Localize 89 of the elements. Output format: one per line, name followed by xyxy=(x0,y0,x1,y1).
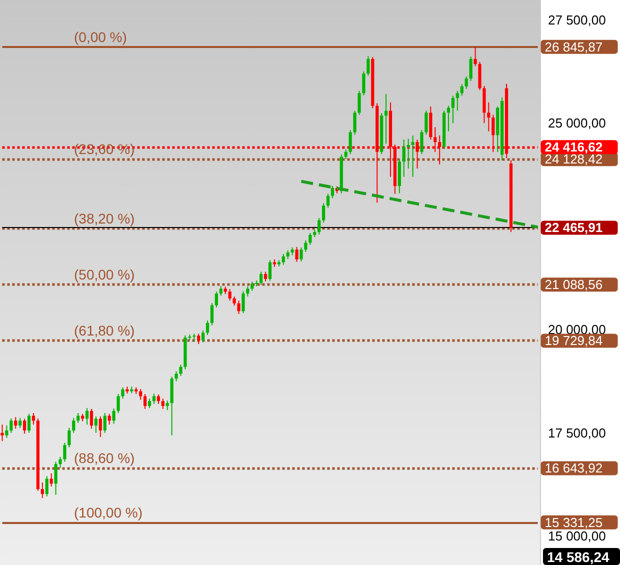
candlestick xyxy=(469,56,472,82)
candlestick xyxy=(318,218,321,236)
candlestick xyxy=(300,246,303,262)
candlestick xyxy=(246,286,250,298)
candlestick xyxy=(152,393,156,404)
y-tick-label: 17 500,00 xyxy=(548,425,606,440)
ref-line-label: 19 729,84 xyxy=(544,333,603,348)
candlestick xyxy=(143,394,147,410)
candlestick xyxy=(219,286,222,296)
candlestick xyxy=(406,138,410,170)
candlestick xyxy=(451,95,455,124)
annotation: (100,00 %) xyxy=(74,504,142,520)
candlestick xyxy=(156,394,160,404)
candlestick xyxy=(112,408,116,424)
annotation: (38,20 %) xyxy=(74,210,135,227)
candlestick xyxy=(237,300,240,314)
candlestick xyxy=(22,418,26,434)
candlestick xyxy=(90,408,94,430)
candlestick xyxy=(420,130,424,155)
candlestick xyxy=(268,260,272,282)
candlestick xyxy=(214,291,218,308)
candlestick xyxy=(282,254,285,266)
candlestick xyxy=(228,288,232,302)
candlestick xyxy=(161,398,164,410)
candlestick xyxy=(10,418,13,434)
annotation: (88,60 %) xyxy=(74,450,135,466)
candlestick xyxy=(304,240,308,252)
candlestick xyxy=(264,271,268,282)
candlestick xyxy=(94,416,98,434)
candlestick xyxy=(330,185,334,199)
candlestick xyxy=(18,417,22,428)
candlestick xyxy=(68,427,71,448)
candlestick xyxy=(0,424,4,442)
candlestick xyxy=(179,364,182,376)
y-tick-label: 25 000,00 xyxy=(548,116,606,131)
candlestick xyxy=(206,320,210,336)
candlestick xyxy=(148,398,152,409)
candlestick xyxy=(460,84,464,96)
candlestick xyxy=(166,400,169,411)
candlestick xyxy=(402,139,406,178)
y-tick-label: 15 000,00 xyxy=(548,528,606,544)
ref-line-label: 26 845,87 xyxy=(544,39,603,54)
ref-line-label: 24 416,62 xyxy=(544,140,603,155)
ref-line-label: 22 465,91 xyxy=(544,220,603,236)
text: 14 586,24 xyxy=(547,549,610,565)
candlestick xyxy=(362,70,366,96)
candlestick xyxy=(98,416,102,438)
candlestick xyxy=(210,302,214,326)
candlestick xyxy=(322,202,326,224)
candlestick xyxy=(54,461,58,496)
candlestick xyxy=(197,333,200,345)
candlestick xyxy=(260,271,263,286)
candlestick xyxy=(348,130,352,155)
ref-line-label: 16 643,92 xyxy=(544,460,603,476)
candlestick xyxy=(353,110,356,136)
candlestick xyxy=(456,90,459,112)
candlestick xyxy=(14,416,18,430)
candlestick xyxy=(201,330,205,343)
candlestick xyxy=(487,102,490,132)
candlestick xyxy=(464,76,468,90)
y-tick-label: 27 500,00 xyxy=(548,12,606,28)
candlestick xyxy=(308,232,312,246)
candlestick xyxy=(27,413,31,434)
candlestick xyxy=(474,46,477,67)
candlestick xyxy=(103,412,106,434)
annotation: (50,00 %) xyxy=(74,266,135,283)
candlestick xyxy=(242,290,245,314)
annotation: (61,80 %) xyxy=(74,322,135,339)
candlestick xyxy=(174,370,178,382)
candlestick xyxy=(72,417,76,434)
candlestick xyxy=(121,386,124,400)
candlestick xyxy=(85,408,89,426)
candlestick xyxy=(5,424,8,438)
candlestick xyxy=(40,482,44,499)
candlestick xyxy=(116,394,120,414)
candlestick xyxy=(232,296,236,306)
candlestick xyxy=(63,442,66,462)
ref-line-label: 21 088,56 xyxy=(544,277,603,292)
candlestick xyxy=(366,56,370,76)
candlestick xyxy=(358,90,361,116)
candlestick xyxy=(424,110,428,136)
candlestick xyxy=(45,476,48,497)
candlestick xyxy=(192,333,196,342)
candlestick xyxy=(58,456,62,468)
annotation: (0,00 %) xyxy=(74,28,127,45)
ref-line-label: 15 331,25 xyxy=(544,514,603,530)
candlestick xyxy=(411,134,414,178)
candlestick xyxy=(326,193,330,208)
candlestick xyxy=(295,246,298,262)
